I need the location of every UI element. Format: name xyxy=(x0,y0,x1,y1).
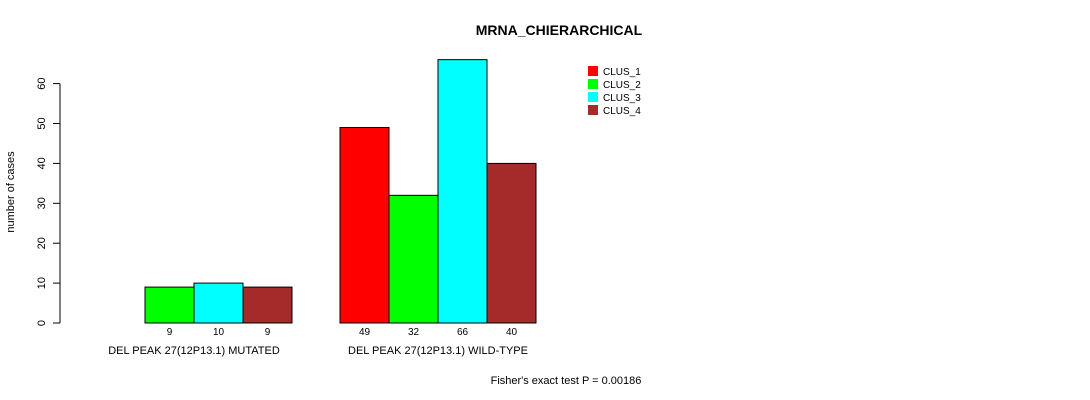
bar-value-label: 32 xyxy=(408,327,420,338)
bar-value-label: 49 xyxy=(359,327,371,338)
legend-swatch xyxy=(588,105,598,115)
legend-label: CLUS_3 xyxy=(603,93,641,104)
legend-label: CLUS_4 xyxy=(603,106,641,117)
bar-clus-3-group-1 xyxy=(437,59,488,324)
bar-clus-3-group-0 xyxy=(193,282,244,324)
legend-swatch xyxy=(588,66,598,76)
bars-group xyxy=(144,59,537,324)
chart-title: MRNA_CHIERARCHICAL xyxy=(476,22,643,38)
bar-value-label: 9 xyxy=(265,327,271,338)
y-tick-label: 60 xyxy=(36,77,48,89)
y-axis: 0 10 20 30 40 50 60 xyxy=(36,77,61,326)
bar-clus-1-group-1 xyxy=(339,126,390,324)
y-tick-label: 0 xyxy=(36,320,48,326)
bar-value-label: 40 xyxy=(506,327,518,338)
legend-swatch xyxy=(588,79,598,89)
bar-value-label: 10 xyxy=(213,327,225,338)
y-tick-label: 20 xyxy=(36,237,48,249)
legend: CLUS_1 CLUS_2 CLUS_3 CLUS_4 xyxy=(588,66,641,117)
legend-label: CLUS_1 xyxy=(603,67,641,78)
y-tick-label: 30 xyxy=(36,197,48,209)
bar-clus-2-group-1 xyxy=(388,194,439,324)
bar-clus-4-group-1 xyxy=(486,162,537,324)
bar-clus-2-group-0 xyxy=(144,286,195,324)
bar-value-label: 66 xyxy=(457,327,469,338)
bar-clus-4-group-0 xyxy=(242,286,293,324)
category-label-wild-type: DEL PEAK 27(12P13.1) WILD-TYPE xyxy=(348,345,528,357)
y-tick-label: 10 xyxy=(36,277,48,289)
value-labels-group: 49 9 32 10 66 9 40 xyxy=(167,327,518,338)
fisher-test-annotation: Fisher's exact test P = 0.00186 xyxy=(491,375,642,387)
y-tick-label: 50 xyxy=(36,117,48,129)
category-label-mutated: DEL PEAK 27(12P13.1) MUTATED xyxy=(108,345,280,357)
y-tick-label: 40 xyxy=(36,157,48,169)
y-axis-label: number of cases xyxy=(5,151,17,233)
bar-value-label: 9 xyxy=(167,327,173,338)
legend-label: CLUS_2 xyxy=(603,80,641,91)
legend-swatch xyxy=(588,92,598,102)
